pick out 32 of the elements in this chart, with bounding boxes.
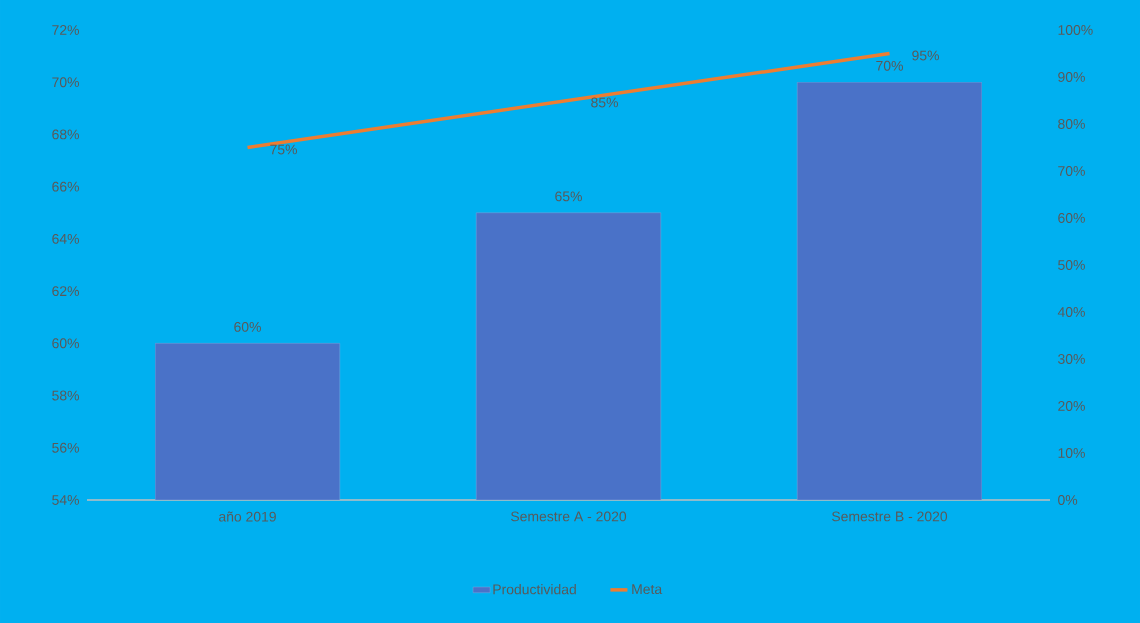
y2-tick-label: 0% xyxy=(1058,495,1078,505)
data-label: 75% xyxy=(270,144,297,155)
data-label: 70% xyxy=(876,60,903,71)
y2-tick-label: 30% xyxy=(1058,354,1085,364)
y-tick-label: 68% xyxy=(52,129,79,140)
x-tick-label: Semestre B - 2020 xyxy=(832,511,948,522)
y-tick-label: 70% xyxy=(52,77,79,88)
data-label: 95% xyxy=(912,50,939,61)
x-tick-label: Semestre A - 2020 xyxy=(511,511,627,522)
y2-tick-label: 60% xyxy=(1058,213,1085,223)
data-label: 85% xyxy=(591,97,618,108)
data-label: 60% xyxy=(234,321,261,332)
y2-tick-label: 100% xyxy=(1058,25,1093,35)
y2-tick-label: 50% xyxy=(1058,260,1085,270)
y-tick-label: 64% xyxy=(52,233,79,244)
y2-tick-label: 40% xyxy=(1057,307,1085,317)
y-tick-label: 62% xyxy=(52,286,79,297)
legend-label: Meta xyxy=(632,584,663,595)
x-tick-label: año 2019 xyxy=(219,511,276,522)
data-label: 65% xyxy=(555,191,582,202)
y-tick-label: 56% xyxy=(52,442,79,453)
y-tick-label: 72% xyxy=(52,25,79,35)
y-tick-label: 54% xyxy=(52,495,79,505)
y-tick-label: 66% xyxy=(52,181,79,192)
y-tick-label: 60% xyxy=(52,338,79,349)
y2-tick-label: 90% xyxy=(1058,72,1085,82)
y2-tick-label: 20% xyxy=(1058,401,1085,411)
y2-tick-label: 80% xyxy=(1058,119,1085,129)
y2-tick-label: 10% xyxy=(1058,448,1085,458)
legend-label: Productividad xyxy=(493,584,576,595)
y2-tick-label: 70% xyxy=(1058,166,1085,176)
y-tick-label: 58% xyxy=(52,390,79,401)
